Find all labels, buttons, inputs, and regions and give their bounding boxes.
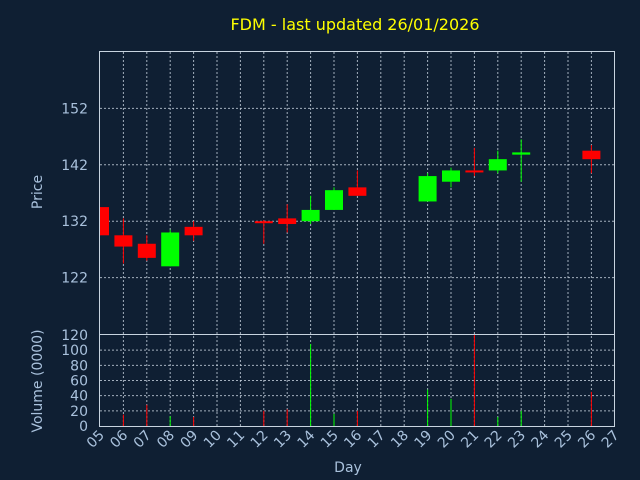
volume-tick-label: 40	[70, 389, 88, 405]
x-tick-label: 21	[458, 428, 482, 452]
candle	[137, 235, 156, 261]
candle	[254, 220, 273, 244]
x-tick-label: 15	[318, 428, 342, 452]
candle	[161, 229, 180, 267]
x-tick-label: 09	[178, 428, 202, 452]
x-tick-label: 27	[599, 428, 623, 452]
candle-body	[161, 232, 180, 267]
candle	[582, 145, 601, 174]
candle	[512, 139, 531, 182]
candle-body	[114, 235, 133, 247]
candle	[442, 167, 460, 188]
volume-tick-label: 0	[79, 419, 88, 435]
x-tick-label: 10	[201, 428, 225, 452]
candle	[114, 218, 133, 264]
volume-axis-label: Volume (0000)	[30, 329, 46, 432]
x-tick-label: 26	[575, 427, 599, 451]
x-axis-label: Day	[334, 460, 362, 476]
x-ticks: 05 06 07 08 09 10 11 12 13 14 15 16 17 18 19 20 21 22 23 24…	[84, 427, 623, 451]
volume-tick-label: 80	[70, 358, 88, 374]
price-tick-label: 122	[61, 271, 88, 287]
candle-body	[100, 207, 109, 236]
x-tick-label: 22	[482, 428, 506, 452]
x-tick-label: 18	[388, 428, 412, 452]
candle	[301, 195, 320, 225]
candle-body	[418, 176, 437, 202]
candle	[348, 170, 367, 196]
candle-body	[137, 243, 156, 258]
candle-body	[325, 190, 343, 210]
x-tick-label: 17	[365, 428, 389, 452]
x-tick-label: 13	[271, 428, 295, 452]
chart-title: FDM - last updated 26/01/2026	[230, 15, 479, 34]
candles	[99, 139, 601, 267]
price-tick-label: 142	[61, 158, 88, 174]
volume-bars	[122, 335, 592, 426]
volume-tick-label: 120	[61, 328, 88, 344]
volume-frame	[99, 334, 615, 427]
candle	[99, 207, 109, 236]
candle-body	[582, 150, 601, 160]
candle-body	[278, 218, 297, 225]
volume-tick-label: 100	[61, 343, 88, 359]
price-tick-label: 132	[61, 214, 88, 230]
candle-body	[465, 170, 484, 173]
candle	[184, 221, 203, 241]
price-axis-label: Price	[30, 175, 46, 209]
x-tick-label: 14	[295, 427, 319, 451]
x-tick-label: 08	[154, 428, 178, 452]
x-tick-label: 11	[224, 428, 248, 452]
candle-body	[442, 170, 460, 182]
x-tick-label: 20	[435, 428, 459, 452]
x-tick-label: 25	[552, 428, 576, 452]
candle	[278, 204, 297, 233]
candle	[488, 150, 507, 174]
x-tick-label: 23	[505, 428, 529, 452]
volume-tick-label: 60	[70, 374, 88, 390]
candle	[325, 187, 343, 210]
candle	[418, 173, 437, 202]
x-tick-label: 19	[412, 428, 436, 452]
candle-body	[512, 152, 531, 155]
candle	[465, 147, 484, 177]
candle-body	[184, 226, 203, 236]
candle-body	[301, 209, 320, 222]
x-tick-label: 24	[529, 427, 553, 451]
candle-body	[488, 159, 507, 171]
candle-body	[254, 221, 273, 224]
candle-body	[348, 187, 367, 196]
price-tick-label: 152	[61, 101, 88, 117]
volume-tick-label: 20	[70, 404, 88, 420]
x-tick-label: 16	[341, 427, 365, 451]
x-tick-label: 12	[248, 428, 272, 452]
x-tick-label: 07	[131, 428, 155, 452]
x-tick-label: 06	[107, 427, 131, 451]
